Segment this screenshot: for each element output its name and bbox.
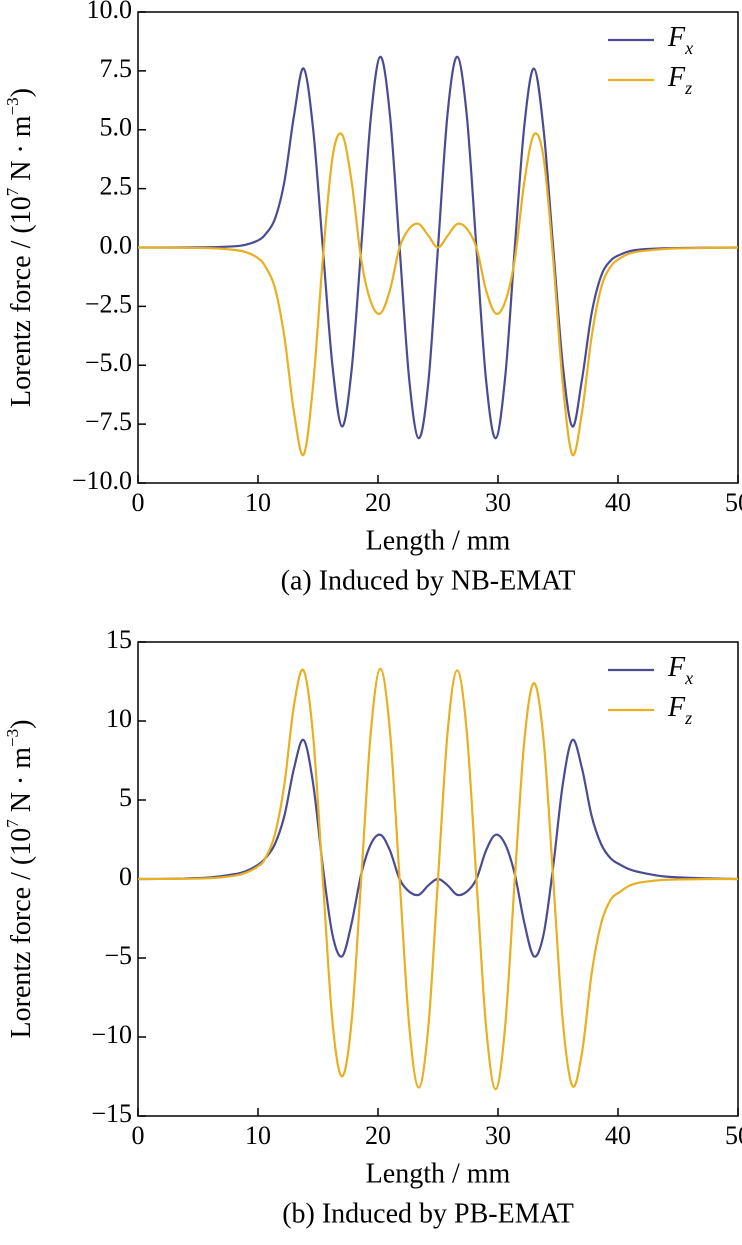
legend-label: Fx [667,22,693,58]
y-axis-label-part: −3 [3,729,22,747]
y-tick-label: −10.0 [72,466,132,495]
x-tick-label: 40 [605,488,631,517]
y-tick-label: 7.5 [100,54,133,83]
y-axis-label-part: 7 [3,819,22,828]
x-tick-label: 30 [485,1121,511,1150]
y-tick-label: 0 [119,862,132,891]
y-axis-label-part: 7 [3,187,22,196]
x-tick-label: 10 [245,488,271,517]
series-line [137,667,739,1091]
x-axis-label: Length / mm [366,525,511,556]
y-axis-label-part: N · m [6,747,37,820]
y-tick-label: −7.5 [85,407,132,436]
y-tick-label: 5 [119,783,132,812]
y-tick-label: −5 [104,941,132,970]
y-axis-label-part: Lorentz force / (10 [6,828,37,1039]
x-tick-label: 30 [485,488,511,517]
legend-label: Fx [667,652,693,688]
y-axis-label: Lorentz force / (107 N · m−3) [3,88,37,407]
x-tick-label: 40 [605,1121,631,1150]
x-tick-label: 0 [132,488,145,517]
y-tick-label: −2.5 [85,289,132,318]
y-tick-label: 0.0 [100,230,133,259]
caption: (b) Induced by PB-EMAT [282,1198,574,1229]
x-tick-label: 50 [725,488,742,517]
y-tick-label: −15 [91,1099,132,1128]
y-tick-label: 10 [106,704,132,733]
y-tick-label: 10.0 [87,0,133,24]
y-axis-label-part: N · m [6,115,37,188]
y-axis-label-part: Lorentz force / (10 [6,196,37,407]
y-axis-label: Lorentz force / (107 N · m−3) [3,720,37,1039]
x-tick-label: 10 [245,1121,271,1150]
y-tick-label: 15 [106,625,132,654]
y-tick-label: −10 [91,1020,132,1049]
x-axis-label: Length / mm [366,1158,511,1189]
y-axis-label-part: ) [6,88,37,97]
x-tick-label: 20 [365,1121,391,1150]
x-tick-label: 0 [132,1121,145,1150]
x-tick-label: 50 [725,1121,742,1150]
caption: (a) Induced by NB-EMAT [281,565,576,596]
series-line [137,132,739,457]
legend-label: Fz [667,692,692,728]
y-axis-label-part: −3 [3,97,22,115]
y-tick-label: 2.5 [100,172,133,201]
y-tick-label: −5.0 [85,348,132,377]
series-line [137,738,739,958]
x-tick-label: 20 [365,488,391,517]
legend-label: Fz [667,62,692,98]
y-axis-label-part: ) [6,720,37,729]
y-tick-label: 5.0 [100,113,133,142]
